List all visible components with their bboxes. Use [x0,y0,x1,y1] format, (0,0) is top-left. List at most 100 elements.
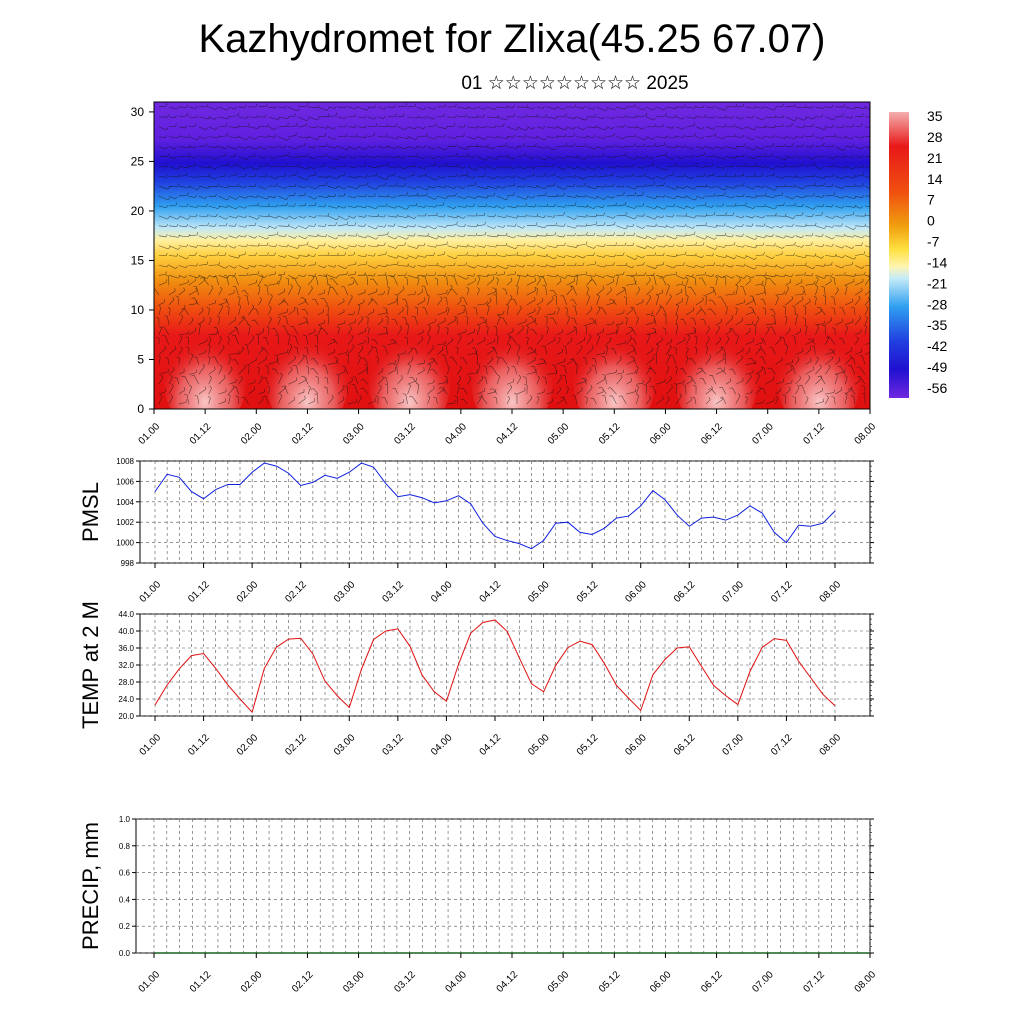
wind-barb-flag [402,393,406,395]
wind-barb [228,215,237,219]
wind-barb [457,385,460,395]
wind-barb-flag [744,256,747,259]
wind-barb [745,275,753,279]
wind-barb [685,357,689,365]
wind-barb [675,315,679,325]
wind-barb-flag [507,396,511,399]
wind-barb [411,396,418,405]
wind-barb [516,195,526,200]
wind-barb [444,355,448,365]
wind-barb [176,377,180,385]
wind-barb [566,225,576,229]
wind-barb [178,146,189,149]
wind-barb [732,368,736,375]
wind-barb [364,357,369,365]
wind-barb-flag [707,325,710,329]
wind-barb-flag [574,104,577,108]
wind-barb-flag [436,236,439,240]
wind-barb-flag [241,290,245,292]
wind-barb [446,345,448,355]
wind-barb-flag [224,173,227,177]
wind-barb-flag [623,287,625,291]
wind-barb [705,106,714,109]
wind-barb [586,166,595,171]
wind-barb [546,106,556,110]
wind-barb-flag [730,378,732,382]
wind-barb [497,176,505,179]
wind-barb [397,194,407,197]
wind-barb [234,335,239,345]
wind-barb [457,195,466,200]
wind-barb-flag [400,375,403,379]
wind-barb-flag [184,394,188,396]
wind-barb [377,293,384,296]
wind-barb-flag [433,385,435,389]
wind-barb-flag [475,196,478,199]
wind-barb-flag [794,241,796,245]
wind-barb-flag [583,324,587,327]
wind-barb-flag [473,106,477,110]
wind-barb [327,166,335,169]
wind-barb-flag [624,340,626,344]
wind-barb [312,368,319,375]
wind-barb [308,175,316,177]
wind-barb [606,185,613,188]
wind-barb-flag [648,395,651,399]
wind-barb-flag [595,124,598,128]
wind-barb [178,225,187,228]
wind-barb [656,264,664,266]
wind-barb-flag [601,395,605,397]
wind-barb [415,348,418,355]
wind-barb [616,377,623,385]
wind-barb-flag [235,325,237,330]
wind-barb-flag [334,105,337,109]
wind-barb [695,348,698,355]
wind-barb-flag [263,328,265,332]
wind-barb [845,275,855,277]
wind-barb-flag [748,347,751,351]
wind-barb-flag [872,166,874,168]
wind-barb [278,300,285,306]
wind-barb [516,275,527,277]
wind-barb [636,194,643,197]
wind-barb [755,375,761,385]
wind-barb-flag [323,163,326,167]
wind-barb-flag [726,336,730,339]
wind-barb-flag [832,327,836,329]
wind-barb-flag [752,115,755,119]
wind-barb-flag [642,192,644,196]
wind-barb [305,355,309,365]
wind-barb [725,317,734,326]
wind-barb [397,115,404,118]
wind-barb [337,388,345,395]
panel-grid [140,460,870,564]
wind-barb-flag [860,146,864,150]
wind-barb [298,116,307,122]
wind-barb-flag [414,126,418,130]
wind-barb-flag [387,231,389,235]
wind-barb-flag [841,205,845,209]
wind-barb-flag [235,215,239,219]
wind-barb-flag [861,123,863,127]
wind-barb [407,136,416,140]
wind-barb [765,329,770,335]
wind-barb [407,126,416,130]
wind-barb-flag [843,154,846,158]
wind-barb-flag [266,196,270,200]
wind-barb [765,126,775,128]
wind-barb-flag [476,369,478,373]
wind-barb-flag [414,186,418,190]
wind-barb [486,359,493,365]
wind-barb-flag [493,396,497,399]
wind-barb [815,126,825,130]
wind-barb-flag [592,154,595,158]
wind-barb [805,156,813,160]
wind-barb-flag [396,255,399,259]
wind-barb [507,116,515,118]
wind-barb [685,146,692,150]
wind-barb-flag [271,368,276,370]
wind-barb-flag [861,287,863,291]
colorbar-fill [889,112,909,398]
wind-barb [735,395,741,405]
